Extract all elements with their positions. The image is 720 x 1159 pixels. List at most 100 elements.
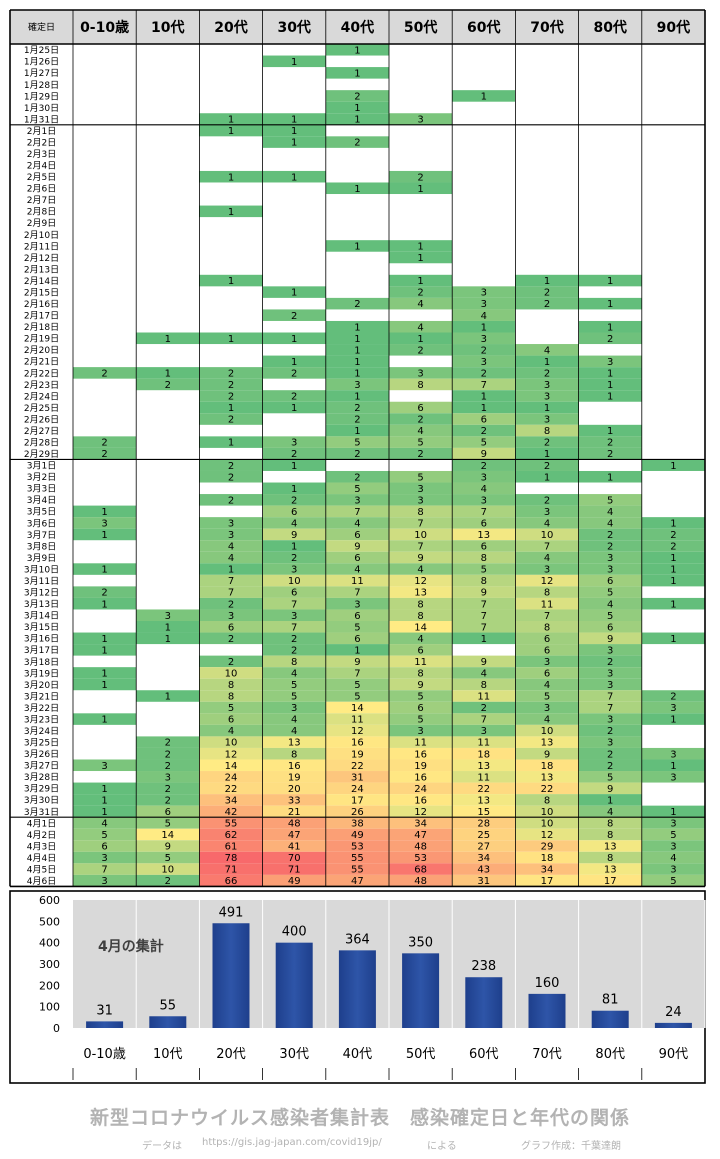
heat-cell bbox=[389, 840, 453, 852]
heat-cell bbox=[262, 574, 326, 587]
heat-cell-value: 4 bbox=[544, 680, 550, 691]
heat-cell-value: 3 bbox=[101, 876, 107, 887]
heat-cell-value: 13 bbox=[288, 738, 301, 749]
heat-cell bbox=[73, 794, 137, 806]
heat-cell bbox=[578, 436, 642, 448]
date-label: 3月9日 bbox=[27, 553, 56, 564]
heat-cell bbox=[515, 690, 579, 702]
heat-cell-value: 1 bbox=[481, 403, 487, 414]
heat-cell bbox=[199, 113, 263, 125]
heat-cell bbox=[325, 344, 389, 356]
heat-cell bbox=[199, 817, 263, 829]
heat-cell bbox=[389, 470, 453, 483]
heat-cell-value: 2 bbox=[291, 634, 297, 645]
heat-cell bbox=[452, 401, 516, 414]
heat-cell-value: 2 bbox=[607, 449, 613, 460]
heat-cell-value: 1 bbox=[101, 680, 107, 691]
heat-cell-value: 1 bbox=[101, 530, 107, 541]
age-column-header: 50代 bbox=[404, 19, 437, 36]
heat-cell-value: 3 bbox=[101, 761, 107, 772]
heat-cell bbox=[641, 540, 705, 552]
y-tick-label: 0 bbox=[53, 1022, 60, 1035]
y-tick-label: 500 bbox=[39, 915, 60, 928]
heat-cell bbox=[136, 621, 200, 633]
heat-cell bbox=[199, 470, 263, 483]
heat-cell-value: 34 bbox=[414, 819, 427, 830]
heat-cell bbox=[262, 124, 326, 137]
heat-cell bbox=[452, 378, 516, 391]
heat-cell-value: 5 bbox=[417, 438, 423, 449]
heat-cell-value: 9 bbox=[417, 553, 423, 564]
heat-cell bbox=[641, 701, 705, 714]
heat-cell bbox=[73, 367, 137, 379]
heat-cell bbox=[389, 747, 453, 760]
heat-cell bbox=[325, 401, 389, 414]
heat-cell bbox=[325, 747, 389, 760]
heat-cell bbox=[389, 332, 453, 345]
heat-cell bbox=[578, 505, 642, 518]
heat-cell bbox=[325, 817, 389, 829]
heat-cell bbox=[452, 482, 516, 495]
heat-cell-value: 6 bbox=[101, 842, 107, 853]
heat-cell-value: 27 bbox=[477, 842, 490, 853]
heat-cell bbox=[452, 759, 516, 772]
heat-cell bbox=[199, 124, 263, 137]
heat-cell-value: 4 bbox=[544, 345, 550, 356]
heat-cell-value: 6 bbox=[354, 634, 360, 645]
heat-cell-value: 24 bbox=[414, 784, 427, 795]
heat-cell bbox=[262, 563, 326, 575]
heat-cell-value: 1 bbox=[670, 715, 676, 726]
heat-cell bbox=[452, 794, 516, 806]
heat-cell-value: 16 bbox=[414, 795, 427, 806]
age-column-header: 30代 bbox=[277, 19, 310, 36]
heat-cell bbox=[389, 286, 453, 298]
bar bbox=[402, 953, 440, 1028]
x-tick-label: 60代 bbox=[469, 1047, 499, 1062]
heat-cell bbox=[199, 724, 263, 737]
heat-cell-value: 1 bbox=[228, 126, 234, 137]
heat-cell bbox=[578, 621, 642, 633]
heat-cell-value: 1 bbox=[544, 276, 550, 287]
heat-cell-value: 3 bbox=[607, 357, 613, 368]
heat-cell bbox=[578, 840, 642, 852]
heat-cell bbox=[199, 863, 263, 875]
heat-cell-value: 16 bbox=[414, 749, 427, 760]
heat-cell-value: 2 bbox=[607, 542, 613, 553]
heat-cell-value: 4 bbox=[228, 553, 234, 564]
heat-cell bbox=[515, 436, 579, 448]
date-label: 2月11日 bbox=[24, 241, 59, 252]
date-label: 1月26日 bbox=[24, 57, 59, 68]
heat-cell-value: 5 bbox=[607, 588, 613, 599]
heat-cell bbox=[199, 597, 263, 610]
heat-cell-value: 2 bbox=[670, 692, 676, 703]
heat-cell-value: 3 bbox=[354, 599, 360, 610]
heat-cell-value: 29 bbox=[541, 842, 554, 853]
heat-cell-value: 6 bbox=[544, 669, 550, 680]
heat-cell-value: 7 bbox=[354, 669, 360, 680]
heat-cell-value: 9 bbox=[417, 680, 423, 691]
heat-cell-value: 8 bbox=[228, 680, 234, 691]
heat-cell-value: 3 bbox=[417, 726, 423, 737]
heat-cell-value: 33 bbox=[288, 795, 301, 806]
heat-cell-value: 6 bbox=[228, 622, 234, 633]
heat-cell bbox=[136, 828, 200, 841]
heat-cell bbox=[452, 309, 516, 321]
heat-cell bbox=[262, 494, 326, 506]
heat-cell bbox=[389, 621, 453, 633]
heat-cell-value: 3 bbox=[481, 334, 487, 345]
heat-cell-value: 8 bbox=[544, 795, 550, 806]
heat-cell bbox=[325, 771, 389, 783]
heat-cell bbox=[136, 759, 200, 772]
heat-cell-value: 6 bbox=[354, 530, 360, 541]
heat-cell bbox=[325, 805, 389, 818]
heat-cell-value: 3 bbox=[544, 507, 550, 518]
heat-cell bbox=[515, 644, 579, 656]
heat-cell bbox=[325, 136, 389, 148]
heat-cell-value: 9 bbox=[481, 657, 487, 668]
heat-cell bbox=[325, 505, 389, 518]
heat-cell-value: 2 bbox=[481, 703, 487, 714]
heat-cell-value: 6 bbox=[417, 403, 423, 414]
heat-cell-value: 2 bbox=[228, 634, 234, 645]
heat-cell-value: 1 bbox=[291, 461, 297, 472]
heat-cell bbox=[199, 378, 263, 391]
